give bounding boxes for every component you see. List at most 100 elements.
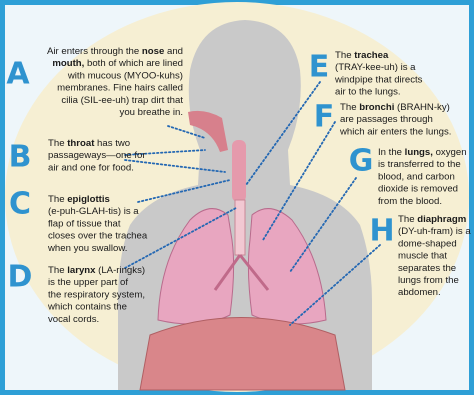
label-run: separates the: [398, 263, 456, 274]
label-line: Air enters through the nose and: [47, 46, 183, 57]
label-run: air and one for food.: [48, 162, 134, 173]
label-run: The: [48, 194, 67, 205]
label-run: epiglottis: [67, 194, 110, 205]
label-line: The diaphragm: [398, 214, 466, 225]
label-line: The larynx (LA-ringks): [48, 265, 145, 276]
label-run: The: [398, 214, 417, 225]
label-run: The: [335, 50, 354, 61]
larynx: [232, 140, 246, 202]
label-line: windpipe that directs: [334, 74, 423, 85]
label-letter: E: [309, 50, 330, 85]
label-line: The throat has two: [48, 138, 130, 149]
label-run: nose: [142, 46, 164, 57]
label-run: (BRAHN-ky): [394, 102, 449, 113]
label-line: passageways—one for: [48, 150, 146, 161]
label-line: you breathe in.: [120, 107, 183, 118]
label-run: dome-shaped: [398, 238, 457, 249]
arrow: [289, 177, 357, 273]
label-line: (TRAY-kee-uh) is a: [335, 62, 416, 73]
label-line: flap of tissue that: [48, 218, 121, 229]
label-run: throat: [67, 138, 95, 149]
label-line: from the blood.: [378, 196, 442, 207]
label-run: air to the lungs.: [335, 87, 401, 98]
left-lung: [157, 208, 235, 325]
bronchi: [213, 254, 270, 291]
label-line: with mucous (MYOO-kuhs): [67, 70, 183, 81]
label-run: (DY-uh-fram) is a: [398, 226, 471, 237]
label-letter: C: [9, 187, 31, 222]
arrow: [245, 81, 321, 186]
label-run: (TRAY-kee-uh) is a: [335, 62, 416, 73]
label-letter: A: [6, 57, 30, 92]
label-line: mouth, both of which are lined: [52, 58, 183, 69]
label-line: dome-shaped: [398, 238, 457, 249]
label-line: are passages through: [340, 114, 433, 125]
label-line: is the upper part of: [48, 277, 128, 288]
label-run: has two: [94, 138, 130, 149]
label-run: diaphragm: [417, 214, 466, 225]
label-line: blood, and carbon: [378, 171, 455, 182]
label-line: In the lungs, oxygen: [378, 147, 467, 158]
label-run: which air enters the lungs.: [339, 126, 451, 137]
label-line: abdomen.: [398, 287, 441, 298]
label-run: with mucous (MYOO-kuhs): [67, 70, 183, 81]
label-run: blood, and carbon: [378, 171, 455, 182]
label-run: bronchi: [359, 102, 394, 113]
label-line: The trachea: [335, 50, 389, 61]
label-line: (e-puh-GLAH-tis) is a: [48, 206, 139, 217]
label-line: The bronchi (BRAHN-ky): [340, 102, 450, 113]
body: [118, 20, 372, 391]
label-line: air to the lungs.: [335, 87, 401, 98]
label-line: dioxide is removed: [378, 184, 458, 195]
label-run: (LA-ringks): [95, 265, 145, 276]
label-run: abdomen.: [398, 287, 441, 298]
label-run: from the blood.: [378, 196, 442, 207]
label-run: are passages through: [340, 114, 433, 125]
label-line: (DY-uh-fram) is a: [398, 226, 471, 237]
label-run: is the upper part of: [48, 277, 128, 288]
label-letter: H: [369, 214, 394, 249]
label-run: In the: [378, 147, 405, 158]
label-run: and: [164, 46, 183, 57]
nasal-passage: [188, 110, 228, 152]
label-letter: G: [349, 144, 374, 179]
arrow: [137, 179, 231, 203]
label-run: windpipe that directs: [334, 74, 423, 85]
label-run: lungs,: [405, 147, 434, 158]
label-run: the respiratory system,: [48, 289, 145, 300]
label-line: the respiratory system,: [48, 289, 145, 300]
label-run: The: [48, 265, 67, 276]
arrow: [289, 244, 381, 326]
label-run: lungs from the: [398, 275, 459, 286]
label-line: muscle that: [398, 251, 447, 262]
label-run: (e-puh-GLAH-tis) is a: [48, 206, 139, 217]
label-line: is transferred to the: [378, 159, 461, 170]
label-run: is transferred to the: [378, 159, 461, 170]
label-letter: B: [9, 140, 32, 175]
label-run: flap of tissue that: [48, 218, 121, 229]
right-lung: [247, 208, 327, 325]
arrows: [124, 81, 381, 326]
label-run: membranes. Fine hairs called: [57, 83, 183, 94]
label-run: vocal cords.: [48, 314, 99, 325]
label-run: The: [48, 138, 67, 149]
label-line: which air enters the lungs.: [339, 126, 451, 137]
trachea: [234, 199, 246, 256]
arrow: [124, 207, 237, 269]
label-run: which contains the: [47, 302, 127, 313]
diaphragm: [139, 317, 346, 391]
label-line: air and one for food.: [48, 162, 134, 173]
label-run: cilia (SIL-ee-uh) trap dirt that: [61, 95, 183, 106]
label-run: The: [340, 102, 359, 113]
label-line: which contains the: [47, 302, 127, 313]
arrow: [124, 159, 226, 173]
label-run: passageways—one for: [48, 150, 146, 161]
label-line: The epiglottis: [48, 194, 110, 205]
label-line: cilia (SIL-ee-uh) trap dirt that: [61, 95, 183, 106]
arrow: [262, 121, 336, 241]
label-run: muscle that: [398, 251, 447, 262]
label-letter: D: [8, 260, 33, 295]
label-run: mouth,: [52, 58, 84, 69]
